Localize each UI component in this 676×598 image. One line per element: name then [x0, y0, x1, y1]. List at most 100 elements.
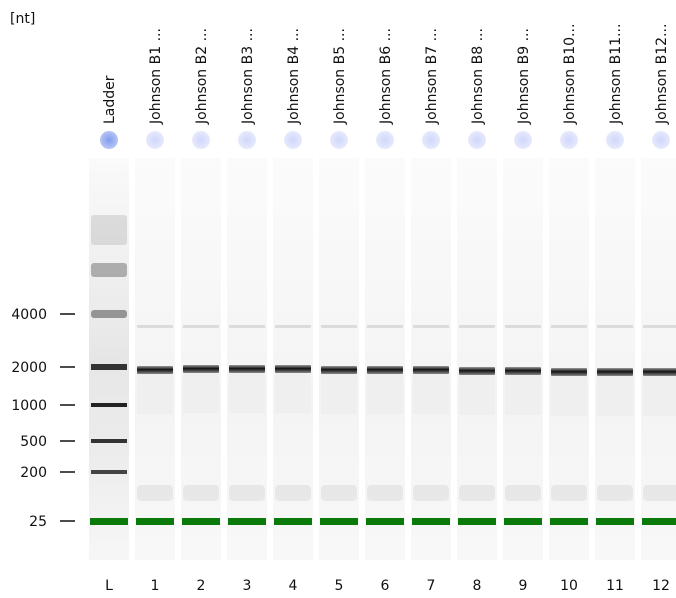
lane-name-label: Johnson B12... [654, 24, 670, 125]
ladder-band [91, 364, 127, 370]
marker-band [596, 518, 634, 525]
marker-band [320, 518, 358, 525]
rna-band [275, 365, 311, 373]
lane-9: Johnson B9 ... 9 [503, 28, 543, 594]
ladder-dot-icon [100, 131, 118, 149]
rna-band [597, 368, 633, 376]
lane-number-label: 9 [519, 578, 528, 594]
lane-10: Johnson B10... 10 [549, 24, 589, 594]
sample-dot-icon [422, 131, 440, 149]
lane-number-label: 12 [652, 578, 670, 594]
lane-1: Johnson B1 ... 1 [135, 28, 175, 594]
size-marker-label: 25 [29, 514, 47, 530]
unit-label: [nt] [10, 11, 35, 27]
rna-band [367, 366, 403, 374]
faint-band [183, 325, 219, 328]
lane-name-label: Ladder [102, 75, 118, 124]
marker-band [504, 518, 542, 525]
lane-L: Ladder L [89, 75, 129, 594]
faint-band [505, 325, 541, 328]
marker-band [642, 518, 676, 525]
lane-name-label: Johnson B7 ... [424, 28, 440, 125]
rna-band [321, 366, 357, 374]
rna-band [183, 365, 219, 373]
marker-band [366, 518, 404, 525]
sample-dot-icon [376, 131, 394, 149]
sample-dot-icon [560, 131, 578, 149]
marker-band [458, 518, 496, 525]
low-mw-smear [321, 485, 357, 501]
lane-name-label: Johnson B4 ... [286, 28, 302, 125]
sample-dot-icon [192, 131, 210, 149]
lane-background [89, 158, 129, 560]
degradation-smear [229, 373, 265, 413]
rna-band [505, 367, 541, 375]
lane-number-label: 11 [606, 578, 624, 594]
lane-5: Johnson B5 ... 5 [319, 28, 359, 594]
marker-band [182, 518, 220, 525]
low-mw-smear [137, 485, 173, 501]
ladder-smear [91, 215, 127, 245]
lane-7: Johnson B7 ... 7 [411, 28, 451, 594]
lane-number-label: 3 [243, 578, 252, 594]
ladder-band [91, 439, 127, 443]
lane-name-label: Johnson B2 ... [194, 28, 210, 125]
low-mw-smear [551, 485, 587, 501]
sample-dot-icon [514, 131, 532, 149]
faint-band [643, 325, 676, 328]
low-mw-smear [505, 485, 541, 501]
degradation-smear [459, 375, 495, 415]
degradation-smear [275, 373, 311, 413]
lane-number-label: 6 [381, 578, 390, 594]
low-mw-smear [597, 485, 633, 501]
ladder-smear [91, 263, 127, 277]
marker-band [412, 518, 450, 525]
rna-band [229, 365, 265, 373]
lane-name-label: Johnson B6 ... [378, 28, 394, 125]
lane-number-label: 8 [473, 578, 482, 594]
lane-name-label: Johnson B8 ... [470, 28, 486, 125]
faint-band [367, 325, 403, 328]
low-mw-smear [229, 485, 265, 501]
sample-dot-icon [606, 131, 624, 149]
lane-3: Johnson B3 ... 3 [227, 28, 267, 594]
low-mw-smear [275, 485, 311, 501]
lane-number-label: 1 [151, 578, 160, 594]
lane-name-label: Johnson B11... [608, 24, 624, 125]
lane-number-label: 7 [427, 578, 436, 594]
low-mw-smear [183, 485, 219, 501]
lane-4: Johnson B4 ... 4 [273, 28, 313, 594]
lane-name-label: Johnson B10... [562, 24, 578, 125]
sample-dot-icon [468, 131, 486, 149]
rna-band [643, 368, 676, 376]
lane-name-label: Johnson B1 ... [148, 28, 164, 125]
degradation-smear [137, 374, 173, 414]
ladder-band [91, 403, 127, 407]
size-marker-label: 2000 [11, 360, 47, 376]
marker-band [274, 518, 312, 525]
lane-8: Johnson B8 ... 8 [457, 28, 497, 594]
lane-name-label: Johnson B9 ... [516, 28, 532, 125]
lane-6: Johnson B6 ... 6 [365, 28, 405, 594]
faint-band [137, 325, 173, 328]
low-mw-smear [459, 485, 495, 501]
degradation-smear [367, 374, 403, 414]
lane-number-label: 10 [560, 578, 578, 594]
faint-band [597, 325, 633, 328]
degradation-smear [413, 374, 449, 414]
degradation-smear [183, 373, 219, 413]
rna-band [137, 366, 173, 374]
size-axis: 4000 2000 1000 500 200 25 [11, 307, 75, 530]
rna-band [459, 367, 495, 375]
degradation-smear [597, 376, 633, 416]
marker-band [228, 518, 266, 525]
sample-dot-icon [146, 131, 164, 149]
lane-name-label: Johnson B3 ... [240, 28, 256, 125]
marker-band [136, 518, 174, 525]
size-marker-label: 500 [20, 434, 47, 450]
faint-band [321, 325, 357, 328]
size-marker-label: 1000 [11, 398, 47, 414]
low-mw-smear [413, 485, 449, 501]
marker-band [550, 518, 588, 525]
